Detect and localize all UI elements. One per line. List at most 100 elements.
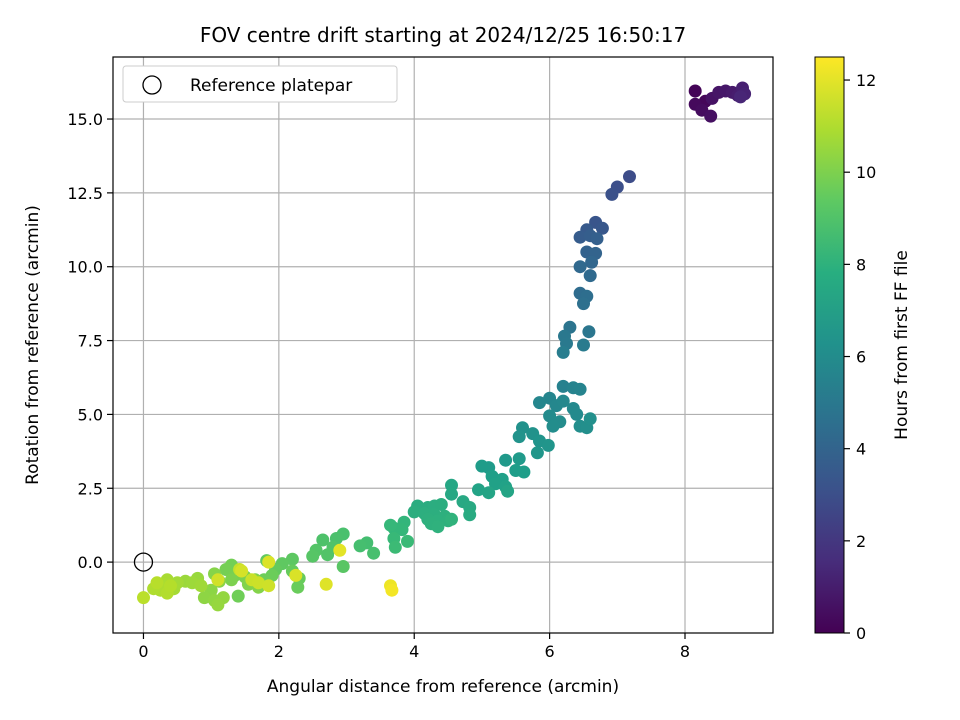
data-point-69: [501, 484, 515, 498]
chart-title: FOV centre drift starting at 2024/12/25 …: [200, 23, 686, 47]
data-point-26: [583, 269, 597, 283]
grid-lines: [113, 57, 773, 633]
data-point-74: [463, 508, 477, 522]
x-tick-label-1: 2: [274, 642, 284, 661]
data-point-29: [577, 297, 590, 311]
data-point-56: [530, 446, 544, 460]
colorbar-gradient: [814, 56, 845, 634]
data-point-47: [546, 419, 560, 433]
data-point-65: [489, 477, 502, 491]
data-point-98: [367, 546, 381, 560]
data-point-107: [285, 552, 299, 566]
data-point-55: [541, 438, 555, 452]
data-point-38: [573, 382, 587, 396]
data-point-40: [533, 396, 546, 410]
data-point-157: [385, 583, 399, 597]
colorbar-tick-label-0: 0: [856, 624, 866, 643]
y-tick-label-6: 15.0: [67, 110, 103, 129]
data-point-45: [543, 409, 557, 423]
data-point-92: [384, 518, 397, 532]
data-point-24: [585, 255, 599, 269]
data-point-121: [225, 573, 238, 587]
data-point-145: [137, 591, 150, 605]
data-point-131: [211, 598, 225, 612]
data-point-68: [482, 486, 496, 500]
data-point-0: [688, 84, 702, 98]
legend-label-reference: Reference platepar: [190, 76, 352, 96]
plot-frame: [112, 56, 774, 634]
y-tick-label-2: 5.0: [78, 405, 103, 424]
data-point-97: [353, 539, 367, 553]
data-point-15: [605, 187, 619, 201]
y-axis-label: Rotation from reference (arcmin): [23, 205, 43, 485]
data-point-62: [517, 465, 531, 479]
data-point-44: [570, 407, 584, 421]
data-point-101: [316, 533, 330, 547]
x-axis-label: Angular distance from reference (arcmin): [267, 677, 619, 697]
x-tick-label-4: 8: [680, 642, 690, 661]
data-point-36: [556, 379, 570, 393]
data-point-50: [583, 412, 597, 426]
data-point-57: [499, 453, 513, 467]
data-point-144: [150, 576, 164, 590]
colorbar-tick-label-6: 12: [856, 71, 876, 90]
data-point-128: [197, 591, 211, 605]
data-point-88: [445, 512, 458, 526]
legend-box: [122, 65, 398, 103]
colorbar: 0 2 4 6 8 10 12 Hours from first FF file: [814, 56, 912, 643]
y-tick-label-4: 10.0: [67, 258, 103, 277]
data-point-31: [582, 325, 596, 339]
data-point-25: [573, 260, 587, 274]
data-point-151: [235, 564, 249, 578]
y-tick-label-3: 7.5: [78, 332, 103, 351]
data-point-94: [401, 534, 414, 548]
data-point-21: [590, 232, 604, 246]
y-tick-label-1: 2.5: [78, 479, 103, 498]
data-point-116: [231, 589, 245, 603]
data-point-53: [512, 430, 526, 444]
legend: Reference platepar: [122, 65, 398, 103]
data-point-12: [734, 90, 747, 104]
colorbar-tick-label-3: 6: [856, 348, 866, 367]
legend-marker-reference: [142, 75, 162, 95]
data-point-42: [556, 394, 570, 408]
colorbar-label: Hours from first FF file: [892, 250, 912, 440]
data-point-87: [431, 520, 445, 534]
reference-platepar-marker: [133, 552, 154, 572]
data-point-150: [211, 573, 225, 587]
data-point-13: [623, 170, 636, 184]
data-point-154: [319, 577, 333, 591]
data-point-149: [262, 579, 276, 593]
data-point-106: [336, 560, 350, 573]
data-point-35: [556, 345, 570, 359]
x-tick-label-0: 0: [138, 642, 148, 661]
data-point-17: [595, 221, 609, 235]
colorbar-tick-label-5: 10: [856, 163, 876, 182]
data-points: [133, 81, 752, 612]
data-point-78: [434, 498, 448, 511]
data-point-58: [512, 452, 526, 466]
data-point-71: [445, 487, 458, 501]
data-point-153: [262, 555, 276, 569]
data-point-4: [704, 109, 718, 123]
y-axis-ticks: 0.0 2.5 5.0 7.5 10.0 12.5 15.0: [67, 110, 113, 572]
data-point-60: [475, 459, 489, 473]
data-point-148: [252, 576, 265, 590]
data-point-70: [445, 478, 458, 492]
colorbar-tick-label-4: 8: [856, 255, 866, 274]
data-point-135: [194, 579, 208, 593]
data-point-19: [573, 230, 587, 244]
data-point-105: [306, 549, 320, 563]
data-point-91: [395, 523, 409, 537]
x-tick-label-3: 6: [545, 642, 555, 661]
data-point-143: [164, 579, 177, 593]
data-point-67: [472, 483, 485, 497]
data-point-95: [388, 540, 402, 554]
data-point-155: [333, 543, 347, 557]
colorbar-tick-label-2: 4: [856, 440, 866, 459]
data-point-113: [291, 580, 305, 594]
data-point-79: [407, 505, 421, 519]
data-point-34: [577, 338, 590, 352]
y-tick-label-5: 12.5: [67, 184, 103, 203]
x-tick-label-2: 4: [409, 642, 419, 661]
